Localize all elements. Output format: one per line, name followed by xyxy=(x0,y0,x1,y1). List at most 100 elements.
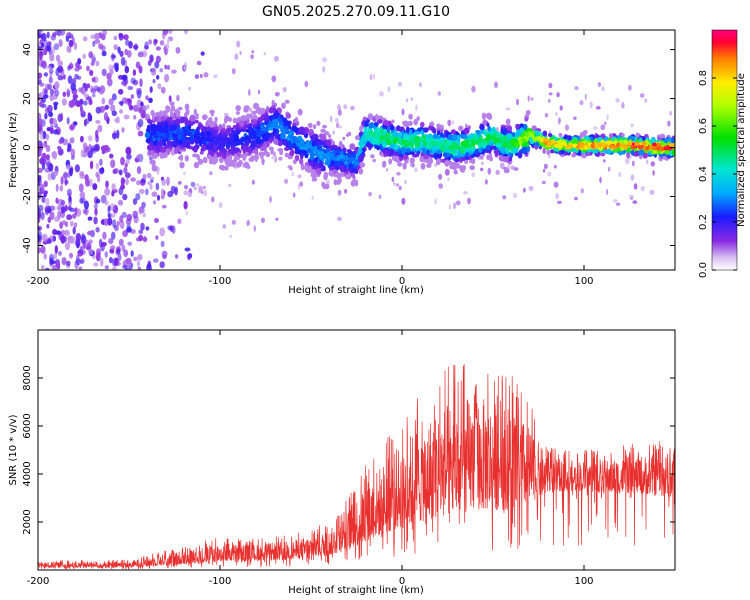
spectrogram-signal-cell xyxy=(255,137,262,145)
spectrogram-noise-cell xyxy=(164,73,170,83)
spectrogram-faint-cell xyxy=(463,191,468,195)
spectrogram-noise-cell xyxy=(94,207,98,216)
spectrogram-ridge-cell xyxy=(295,139,301,144)
spectrogram-noise-cell xyxy=(164,43,170,50)
spectrogram-faint-cell xyxy=(481,161,484,165)
spectrogram-signal-cell xyxy=(304,164,308,172)
spectrogram-signal-cell xyxy=(199,150,204,155)
spectrogram-signal-cell xyxy=(322,141,327,148)
spectrogram-noise-cell xyxy=(135,237,142,242)
spectrogram-noise-cell xyxy=(104,200,109,206)
spectrogram-ridge-cell xyxy=(350,157,356,162)
spectrogram-signal-cell xyxy=(600,152,606,157)
spectrogram-signal-cell xyxy=(221,164,226,171)
spectrogram-ridge-cell xyxy=(182,129,188,134)
spectrogram-faint-cell xyxy=(378,194,382,199)
spectrogram-noise-cell xyxy=(113,44,118,51)
spectrogram-signal-cell xyxy=(184,137,190,141)
spectrogram-signal-cell xyxy=(416,116,420,121)
spectrogram-noise-cell xyxy=(166,176,170,186)
spectrogram-noise-cell xyxy=(105,180,109,189)
spectrogram-noise-cell xyxy=(190,181,196,188)
spectrogram-noise-cell xyxy=(55,30,60,36)
spectrogram-faint-cell xyxy=(248,89,251,96)
spectrogram-signal-cell xyxy=(663,138,669,144)
spectrogram-signal-cell xyxy=(309,169,316,174)
spectrogram-faint-cell xyxy=(632,200,638,204)
spectrogram-noise-cell xyxy=(102,231,107,240)
chart-title: GN05.2025.270.09.11.G10 xyxy=(262,4,450,20)
spectrogram-signal-cell xyxy=(389,125,395,131)
spectrogram-noise-cell xyxy=(125,172,131,179)
spectrogram-signal-cell xyxy=(458,125,464,132)
spectrogram-faint-cell xyxy=(451,120,454,125)
spectrogram-signal-cell xyxy=(300,152,304,160)
spectrogram-signal-cell xyxy=(277,148,284,152)
spectrogram-signal-cell xyxy=(228,148,234,154)
spectrogram-noise-cell xyxy=(140,222,145,231)
spectrogram-faint-cell xyxy=(199,73,203,79)
spectrogram-signal-cell xyxy=(268,107,274,114)
spectrogram-faint-cell xyxy=(574,196,578,201)
spectrogram-noise-cell xyxy=(38,124,43,131)
spectrogram-faint-cell xyxy=(396,183,400,187)
spectrogram-faint-cell xyxy=(159,40,165,46)
spectrogram-noise-cell xyxy=(141,178,146,184)
spectrogram-faint-cell xyxy=(343,104,348,110)
spectrogram-signal-cell xyxy=(469,165,476,171)
spectrogram-signal-cell xyxy=(339,164,345,173)
spectrogram-noise-cell xyxy=(47,104,53,113)
spectrogram-noise-cell xyxy=(87,112,91,120)
spectrogram-signal-cell xyxy=(415,131,421,135)
spectrogram-noise-cell xyxy=(72,226,76,235)
top-y-tick-label: -40 xyxy=(22,237,33,253)
spectrogram-signal-cell xyxy=(308,161,314,166)
spectrogram-signal-cell xyxy=(581,154,587,159)
spectrogram-noise-cell xyxy=(39,30,43,35)
spectrogram-noise-cell xyxy=(164,64,168,70)
spectrogram-signal-cell xyxy=(617,147,621,152)
spectrogram-signal-cell xyxy=(272,127,277,135)
spectrogram-faint-cell xyxy=(304,80,309,88)
spectrogram-signal-cell xyxy=(170,105,176,112)
spectrogram-signal-cell xyxy=(313,172,318,178)
spectrogram-faint-cell xyxy=(606,189,609,195)
spectrogram-noise-cell xyxy=(55,261,60,268)
spectrogram-faint-cell xyxy=(401,197,406,205)
spectrogram-noise-cell xyxy=(145,226,150,231)
spectrogram-faint-cell xyxy=(415,104,418,111)
spectrogram-signal-cell xyxy=(638,137,643,143)
spectrogram-signal-cell xyxy=(483,113,489,118)
bottom-y-axis-label: SNR (10 * v/v) xyxy=(8,414,19,485)
spectrogram-faint-cell xyxy=(630,123,634,128)
spectrogram-noise-cell xyxy=(111,190,115,197)
spectrogram-noise-cell xyxy=(40,211,45,221)
spectrogram-faint-cell xyxy=(149,183,153,190)
spectrogram-faint-cell xyxy=(337,104,341,111)
spectrogram-signal-cell xyxy=(347,154,353,159)
spectrogram-noise-cell xyxy=(124,78,129,85)
spectrogram-signal-cell xyxy=(324,131,330,136)
spectrogram-signal-cell xyxy=(454,157,460,163)
spectrogram-signal-cell xyxy=(367,113,374,121)
spectrogram-noise-cell xyxy=(110,231,116,240)
spectrogram-faint-cell xyxy=(397,81,403,87)
spectrogram-signal-cell xyxy=(440,132,444,139)
spectrogram-noise-cell xyxy=(87,230,93,236)
spectrogram-noise-cell xyxy=(137,118,144,128)
spectrogram-noise-cell xyxy=(142,174,147,180)
spectrogram-noise-cell xyxy=(88,239,93,245)
spectrogram-noise-cell xyxy=(88,135,93,142)
spectrogram-faint-cell xyxy=(548,92,553,96)
spectrogram-signal-cell xyxy=(253,102,259,110)
spectrogram-faint-cell xyxy=(455,200,461,206)
spectrogram-noise-cell xyxy=(108,256,113,264)
spectrogram-noise-cell xyxy=(94,143,100,152)
spectrogram-noise-cell xyxy=(160,240,165,248)
spectrogram-signal-cell xyxy=(194,144,198,148)
spectrogram-ridge-cell xyxy=(244,135,250,141)
spectrogram-noise-cell xyxy=(38,204,44,212)
spectrogram-noise-cell xyxy=(126,153,132,160)
spectrogram-noise-cell xyxy=(49,88,54,96)
spectrogram-faint-cell xyxy=(330,115,333,123)
